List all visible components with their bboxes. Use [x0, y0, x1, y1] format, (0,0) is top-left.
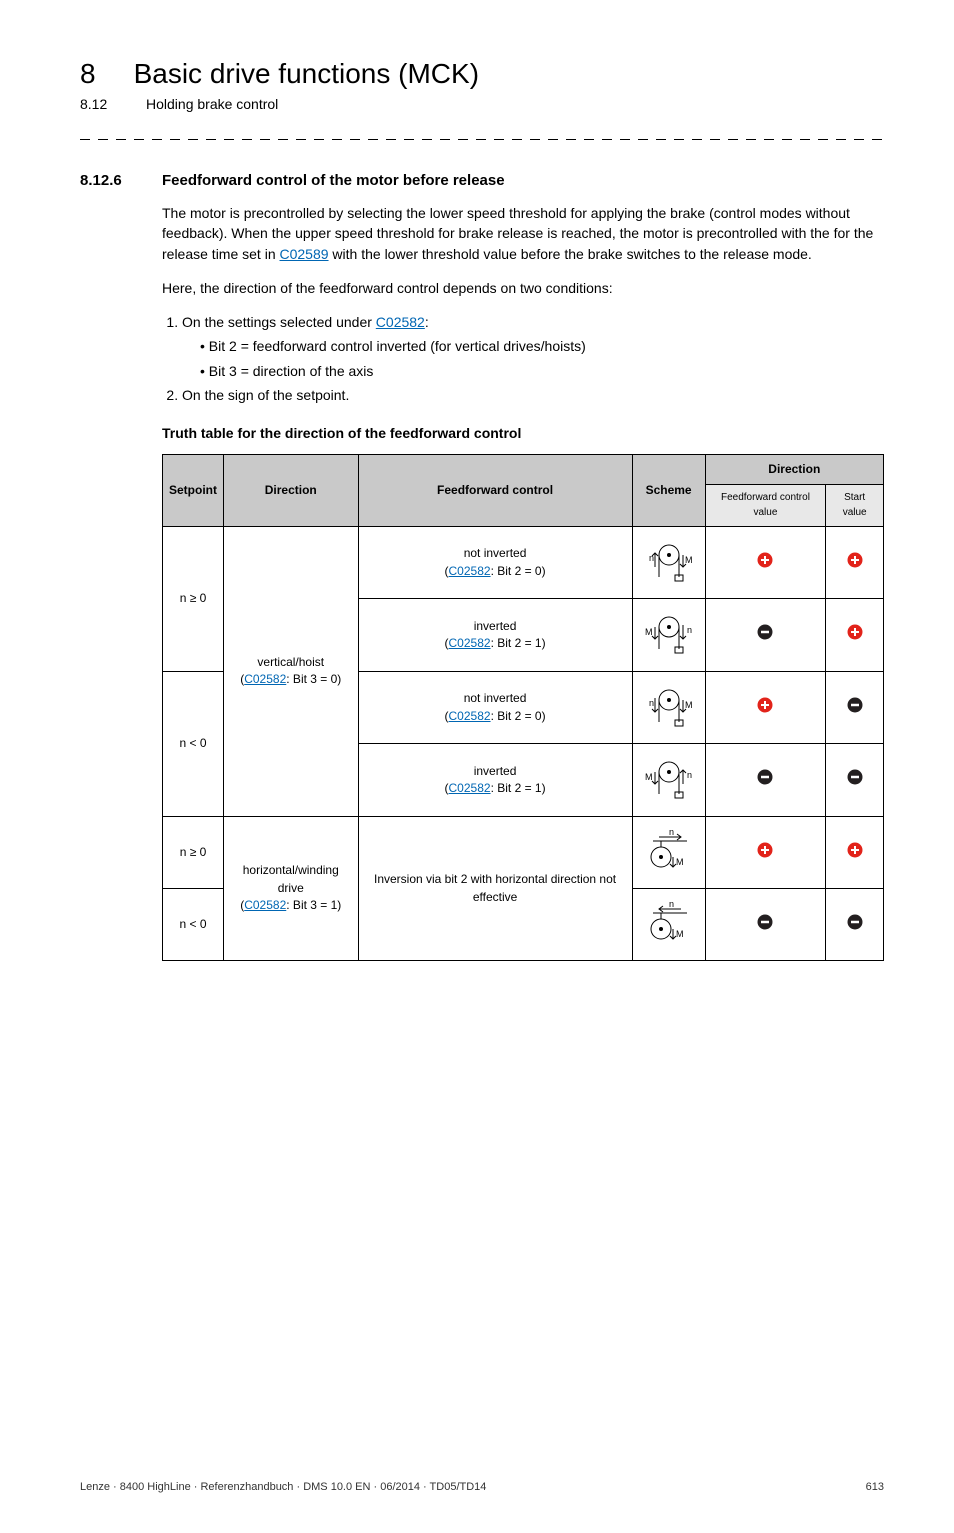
text: On the settings selected under — [182, 314, 376, 330]
dir-cell — [826, 816, 884, 888]
dir-cell — [826, 671, 884, 743]
subsection-title: Feedforward control of the motor before … — [162, 172, 505, 189]
table-heading: Truth table for the direction of the fee… — [162, 423, 884, 443]
code-link[interactable]: C02582 — [449, 781, 491, 795]
svg-text:n: n — [687, 770, 692, 780]
table-row: n ≥ 0 vertical/hoist(C02582: Bit 3 = 0) … — [163, 527, 884, 599]
ordered-list: On the settings selected under C02582: B… — [162, 312, 884, 405]
text: : — [425, 314, 429, 330]
svg-text:n: n — [669, 827, 674, 837]
setpoint-cell: n < 0 — [163, 889, 224, 961]
col-header: Setpoint — [163, 454, 224, 526]
direction-cell: vertical/hoist(C02582: Bit 3 = 0) — [224, 527, 359, 817]
ff-cell: not inverted(C02582: Bit 2 = 0) — [358, 671, 632, 743]
code-link[interactable]: C02582 — [244, 672, 286, 686]
scheme-icon: M n — [639, 609, 699, 655]
setpoint-cell: n ≥ 0 — [163, 527, 224, 672]
plus-icon — [757, 842, 773, 858]
dir-cell — [705, 816, 826, 888]
dir-cell — [826, 889, 884, 961]
section-number-top: 8.12 — [80, 96, 108, 112]
scheme-cell: n M — [632, 671, 705, 743]
scheme-cell: n M — [632, 889, 705, 961]
col-header: Scheme — [632, 454, 705, 526]
scheme-icon: n M — [639, 899, 699, 945]
svg-text:M: M — [645, 627, 653, 637]
setpoint-cell: n < 0 — [163, 671, 224, 816]
dir-cell — [826, 744, 884, 816]
svg-text:n: n — [649, 553, 654, 563]
col-header: Direction — [705, 454, 883, 484]
col-header: Direction — [224, 454, 359, 526]
truth-table: Setpoint Direction Feedforward control S… — [162, 454, 884, 962]
plus-icon — [847, 842, 863, 858]
setpoint-cell: n ≥ 0 — [163, 816, 224, 888]
plus-icon — [757, 552, 773, 568]
footer-left: Lenze · 8400 HighLine · Referenzhandbuch… — [80, 1481, 486, 1493]
code-link[interactable]: C02582 — [449, 709, 491, 723]
scheme-icon: n M — [639, 827, 699, 873]
plus-icon — [847, 552, 863, 568]
paragraph: The motor is precontrolled by selecting … — [162, 203, 884, 264]
col-header: Feedforward control — [358, 454, 632, 526]
svg-text:M: M — [676, 929, 684, 939]
scheme-cell: M n — [632, 599, 705, 671]
table-row: n ≥ 0 horizontal/winding drive(C02582: B… — [163, 816, 884, 888]
code-link[interactable]: C02582 — [376, 314, 425, 330]
ff-cell: inverted(C02582: Bit 2 = 1) — [358, 599, 632, 671]
text: with the lower threshold value before th… — [329, 246, 812, 262]
minus-icon — [757, 624, 773, 640]
divider — [80, 132, 884, 146]
list-item: Bit 3 = direction of the axis — [200, 361, 884, 381]
plus-icon — [847, 624, 863, 640]
chapter-title: Basic drive functions (MCK) — [134, 58, 479, 90]
list-item: On the sign of the setpoint. — [182, 385, 884, 405]
code-link[interactable]: C02582 — [449, 564, 491, 578]
scheme-cell: n M — [632, 816, 705, 888]
list-item: On the settings selected under C02582: B… — [182, 312, 884, 381]
svg-text:n: n — [687, 625, 692, 635]
scheme-icon: M n — [639, 754, 699, 800]
ff-cell: inverted(C02582: Bit 2 = 1) — [358, 744, 632, 816]
section-title-top: Holding brake control — [146, 96, 278, 112]
minus-icon — [757, 769, 773, 785]
svg-text:n: n — [649, 698, 654, 708]
dir-cell — [826, 599, 884, 671]
subsection-number: 8.12.6 — [80, 172, 138, 189]
dir-cell — [705, 671, 826, 743]
page-number: 613 — [866, 1481, 884, 1493]
ff-cell: Inversion via bit 2 with horizontal dire… — [358, 816, 632, 961]
svg-text:M: M — [685, 700, 693, 710]
scheme-cell: n M — [632, 527, 705, 599]
col-subheader: Feedforward control value — [705, 485, 826, 527]
dir-cell — [705, 744, 826, 816]
dir-cell — [705, 527, 826, 599]
direction-cell: horizontal/winding drive(C02582: Bit 3 =… — [224, 816, 359, 961]
dir-cell — [705, 889, 826, 961]
svg-text:M: M — [645, 772, 653, 782]
list-item: Bit 2 = feedforward control inverted (fo… — [200, 336, 884, 356]
svg-text:M: M — [685, 555, 693, 565]
dir-cell — [826, 527, 884, 599]
scheme-icon: n M — [639, 682, 699, 728]
minus-icon — [847, 769, 863, 785]
paragraph: Here, the direction of the feedforward c… — [162, 278, 884, 298]
code-link[interactable]: C02589 — [280, 246, 329, 262]
scheme-cell: M n — [632, 744, 705, 816]
minus-icon — [757, 914, 773, 930]
dir-cell — [705, 599, 826, 671]
svg-text:n: n — [669, 899, 674, 909]
minus-icon — [847, 697, 863, 713]
chapter-number: 8 — [80, 58, 96, 90]
col-subheader: Start value — [826, 485, 884, 527]
svg-text:M: M — [676, 857, 684, 867]
scheme-icon: n M — [639, 537, 699, 583]
minus-icon — [847, 914, 863, 930]
code-link[interactable]: C02582 — [449, 636, 491, 650]
ff-cell: not inverted(C02582: Bit 2 = 0) — [358, 527, 632, 599]
plus-icon — [757, 697, 773, 713]
code-link[interactable]: C02582 — [244, 898, 286, 912]
